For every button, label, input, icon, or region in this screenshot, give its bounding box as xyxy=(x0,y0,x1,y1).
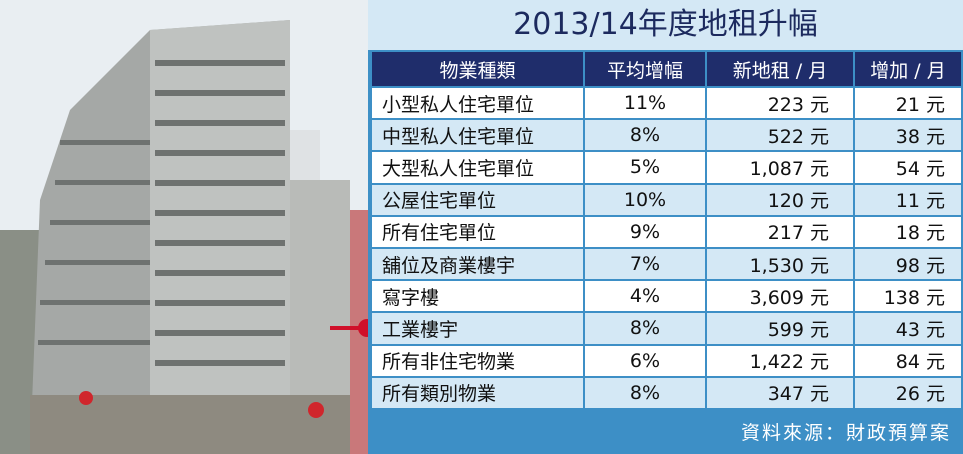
table-cell: 小型私人住宅單位 xyxy=(372,88,585,119)
table-cell: 中型私人住宅單位 xyxy=(372,120,585,151)
table-cell: 522 元 xyxy=(707,120,855,151)
table-cell: 4% xyxy=(585,281,707,312)
table-cell: 舖位及商業樓宇 xyxy=(372,249,585,280)
header-row: 物業種類 平均增幅 新地租 / 月增加 / 月 xyxy=(372,52,961,86)
source: 資料來源：財政預算案 xyxy=(740,422,951,444)
table-row: 小型私人住宅單位 11% 223 元 21 元 xyxy=(372,88,961,119)
table-cell: 223 元 xyxy=(707,88,855,119)
table-row: 所有非住宅物業 6% 1,422 元 84 元 xyxy=(372,345,961,376)
table-cell: 10% xyxy=(585,184,707,215)
table-cell: 21 元 xyxy=(895,93,945,116)
table-cell: 120 元 xyxy=(707,184,855,215)
table-cell: 8% xyxy=(585,120,707,151)
table-cell: 26 元 xyxy=(895,383,945,406)
table-cell: 所有非住宅物業 xyxy=(372,345,585,376)
table-cell: 1,422 元 xyxy=(707,345,855,376)
table-cell: 8% xyxy=(585,377,707,408)
table-cell: 217 元 xyxy=(707,216,855,247)
table-cell: 平均增幅 xyxy=(585,52,707,86)
table-cell: 11 元 xyxy=(895,190,945,213)
table-cell: 7% xyxy=(585,249,707,280)
table-cell: 工業樓宇 xyxy=(372,313,585,344)
table-cell: 寫字樓 xyxy=(372,281,585,312)
table-cell: 347 元 xyxy=(707,377,855,408)
table-cell: 6% xyxy=(585,345,707,376)
table-row: 所有類別物業 8% 347 元 26 元 xyxy=(372,377,961,408)
table-cell: 599 元 xyxy=(707,313,855,344)
table-row: 所有住宅單位 9% 217 元 18 元 xyxy=(372,216,961,247)
table-row: 中型私人住宅單位 8% 522 元 38 元 xyxy=(372,120,961,151)
table-cell: 1,087 元 xyxy=(707,152,855,183)
building-photo xyxy=(0,0,368,454)
table-cell: 1,530 元 xyxy=(707,249,855,280)
table-cell: 43 元 xyxy=(895,318,945,341)
table-row: 寫字樓 4% 3,609 元 138 元 xyxy=(372,281,961,312)
table-cell: 11% xyxy=(585,88,707,119)
table-cell: 所有類別物業 xyxy=(372,377,585,408)
table-row: 大型私人住宅單位 5% 1,087 元 54 元 xyxy=(372,152,961,183)
table-cell: 新地租 / 月 xyxy=(707,52,855,86)
table-cell: 38 元 xyxy=(895,125,945,148)
table-cell: 54 元 xyxy=(895,157,945,180)
table-cell: 5% xyxy=(585,152,707,183)
table-cell: 8% xyxy=(585,313,707,344)
table-cell: 大型私人住宅單位 xyxy=(372,152,585,183)
table-row: 公屋住宅單位 10% 120 元 11 元 xyxy=(372,184,961,215)
table-cell: 增加 / 月 xyxy=(870,59,946,82)
table-cell: 98 元 xyxy=(895,254,945,277)
title: 2013/14年度地租升幅 xyxy=(368,0,963,50)
table-panel: 2013/14年度地租升幅 資料來源：財政預算案 物業種類 平均增幅 新地租 / 月… xyxy=(368,0,963,454)
table-cell: 84 元 xyxy=(895,351,945,374)
table-cell: 公屋住宅單位 xyxy=(372,184,585,215)
table-cell: 物業種類 xyxy=(372,52,585,86)
table-cell: 138 元 xyxy=(883,286,945,309)
table-row: 工業樓宇 8% 599 元 43 元 xyxy=(372,313,961,344)
table-cell: 9% xyxy=(585,216,707,247)
table-cell: 3,609 元 xyxy=(707,281,855,312)
table-cell: 18 元 xyxy=(895,222,945,245)
table-cell: 所有住宅單位 xyxy=(372,216,585,247)
table-row: 舖位及商業樓宇 7% 1,530 元 98 元 xyxy=(372,249,961,280)
